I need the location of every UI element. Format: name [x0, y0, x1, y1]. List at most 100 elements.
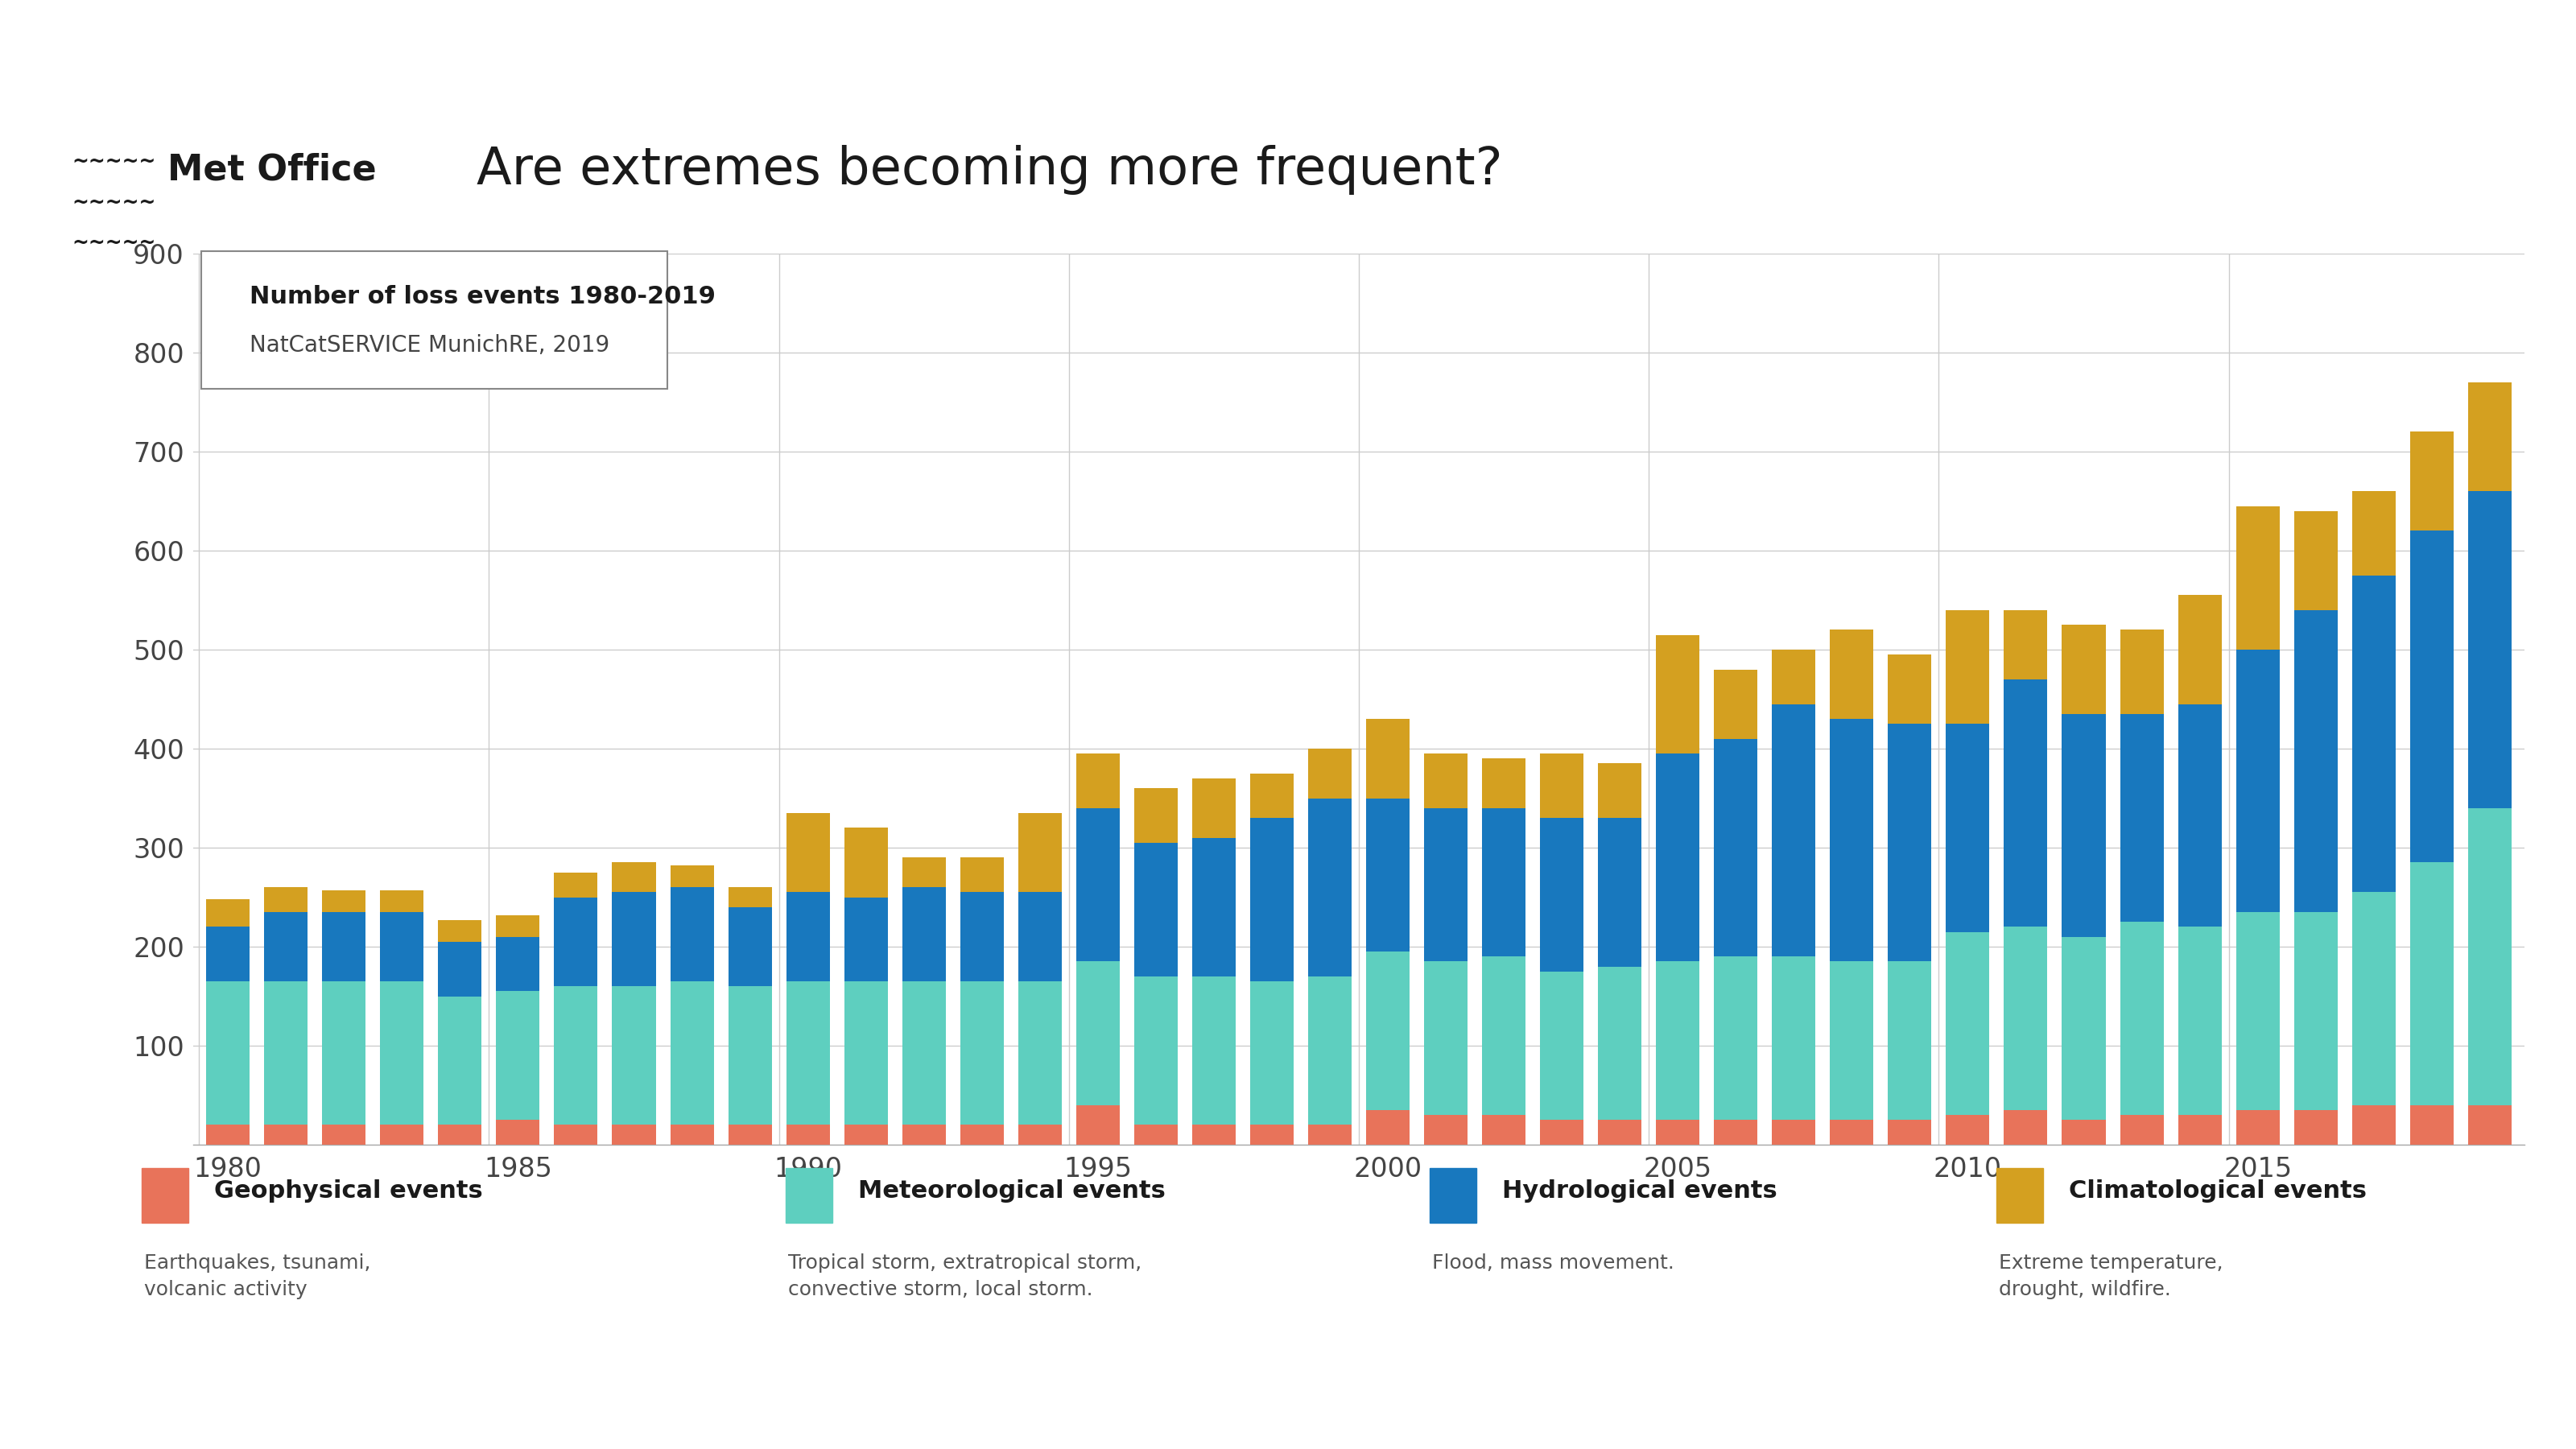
Bar [497, 938, 541, 991]
Bar [2468, 1106, 2512, 1145]
Bar [2177, 704, 2221, 927]
Bar [2352, 575, 2396, 893]
Bar [2004, 610, 2048, 680]
Bar [2352, 491, 2396, 575]
Bar [1540, 971, 1584, 1120]
Bar [1193, 838, 1236, 977]
Bar [1365, 719, 1409, 798]
Bar [2004, 927, 2048, 1110]
Bar [438, 997, 482, 1124]
Bar [902, 1124, 945, 1145]
Bar [1540, 1120, 1584, 1145]
Bar [554, 897, 598, 987]
Bar [961, 858, 1005, 893]
Bar [1772, 1120, 1816, 1145]
Bar [1018, 813, 1061, 893]
Text: Number of loss events 1980-2019

NatCatSERVICE MunichRE, 2019: Number of loss events 1980-2019 NatCatSE… [227, 275, 644, 364]
Bar [902, 981, 945, 1124]
Bar [1249, 981, 1293, 1124]
Bar [1888, 724, 1932, 962]
Bar [554, 872, 598, 897]
Bar [1481, 1116, 1525, 1145]
Text: Are extremes becoming more frequent?: Are extremes becoming more frequent? [477, 145, 1502, 194]
Bar [2411, 862, 2452, 1106]
Bar [1193, 1124, 1236, 1145]
Bar [1829, 1120, 1873, 1145]
Bar [2236, 649, 2280, 911]
Bar [845, 827, 889, 897]
Bar [786, 813, 829, 893]
Bar [1425, 962, 1468, 1116]
Bar [1772, 956, 1816, 1120]
Bar [2177, 927, 2221, 1116]
Bar [1888, 962, 1932, 1120]
Bar [1193, 977, 1236, 1124]
Bar [322, 911, 366, 981]
Bar [2061, 938, 2105, 1120]
Bar [1945, 1116, 1989, 1145]
Bar [613, 1124, 657, 1145]
Bar [381, 890, 422, 911]
Bar [2120, 714, 2164, 922]
Bar [786, 893, 829, 981]
Bar [1425, 753, 1468, 809]
Bar [1540, 817, 1584, 971]
Bar [2120, 1116, 2164, 1145]
Bar [497, 1120, 541, 1145]
Bar [1945, 724, 1989, 932]
Bar [1018, 893, 1061, 981]
Bar [206, 927, 250, 981]
Text: Earthquakes, tsunami,
volcanic activity: Earthquakes, tsunami, volcanic activity [144, 1253, 371, 1300]
Bar [1597, 966, 1641, 1120]
Bar [438, 1124, 482, 1145]
Bar [2411, 1106, 2452, 1145]
Text: Extreme temperature,
drought, wildfire.: Extreme temperature, drought, wildfire. [1999, 1253, 2223, 1300]
Bar [2295, 511, 2336, 610]
Bar [1656, 962, 1700, 1120]
Bar [845, 1124, 889, 1145]
Bar [1365, 952, 1409, 1110]
Text: Climatological events: Climatological events [2069, 1179, 2367, 1203]
Bar [1713, 956, 1757, 1120]
Bar [2004, 1110, 2048, 1145]
Bar [322, 1124, 366, 1145]
Bar [1656, 1120, 1700, 1145]
Bar [2411, 432, 2452, 530]
Bar [265, 1124, 307, 1145]
Bar [1772, 704, 1816, 956]
Bar [2295, 1110, 2336, 1145]
Bar [1249, 1124, 1293, 1145]
Bar [2352, 1106, 2396, 1145]
Bar [265, 887, 307, 911]
Bar [1249, 774, 1293, 817]
Bar [2352, 893, 2396, 1106]
Bar [902, 858, 945, 887]
Bar [1772, 649, 1816, 704]
Bar [1597, 764, 1641, 817]
Bar [2468, 809, 2512, 1106]
Bar [1713, 739, 1757, 956]
Bar [2236, 1110, 2280, 1145]
Bar [206, 1124, 250, 1145]
Bar [2177, 596, 2221, 704]
Bar [1829, 630, 1873, 719]
Bar [613, 893, 657, 987]
Bar [2236, 911, 2280, 1110]
Bar [2061, 714, 2105, 938]
Bar [265, 981, 307, 1124]
Text: ~~~~~: ~~~~~ [72, 233, 157, 252]
Bar [613, 987, 657, 1124]
Bar [554, 1124, 598, 1145]
Bar [497, 991, 541, 1120]
Bar [845, 981, 889, 1124]
Text: Hydrological events: Hydrological events [1502, 1179, 1777, 1203]
Bar [1425, 809, 1468, 962]
Bar [1077, 753, 1121, 809]
Bar [2120, 630, 2164, 714]
Bar [961, 1124, 1005, 1145]
Text: ~~~~~: ~~~~~ [72, 152, 157, 171]
Bar [265, 911, 307, 981]
Bar [322, 890, 366, 911]
Bar [1597, 817, 1641, 966]
Bar [206, 900, 250, 927]
